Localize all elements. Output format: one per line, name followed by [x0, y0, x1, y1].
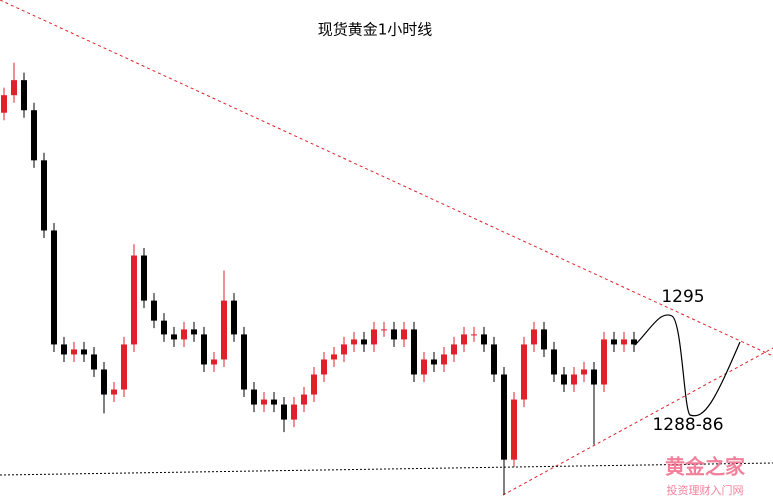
- candle-body: [561, 374, 567, 385]
- candle-body: [381, 329, 387, 331]
- candle-body: [341, 344, 347, 355]
- candle-body: [201, 334, 207, 365]
- candle-body: [211, 359, 217, 365]
- candle-body: [101, 369, 107, 395]
- candle-body: [281, 404, 287, 420]
- candle-body: [61, 344, 67, 355]
- annotation: 1288-86: [652, 415, 723, 435]
- candle-body: [291, 404, 297, 420]
- candle-body: [41, 160, 47, 231]
- candle-body: [141, 255, 147, 301]
- candle-body: [411, 329, 417, 375]
- candle-body: [251, 389, 257, 405]
- candle-body: [121, 344, 127, 390]
- candle-body: [351, 339, 357, 345]
- candle-body: [151, 300, 157, 321]
- candle-body: [321, 359, 327, 375]
- candle-body: [131, 255, 137, 345]
- candle-body: [621, 339, 627, 345]
- candle-body: [21, 80, 27, 111]
- candle-body: [241, 334, 247, 390]
- candle-body: [111, 389, 117, 395]
- candle-body: [181, 329, 187, 340]
- candle-body: [371, 329, 377, 345]
- candle-body: [91, 354, 97, 370]
- candle-body: [501, 374, 507, 460]
- candle-body: [231, 300, 237, 335]
- candle-body: [491, 344, 497, 375]
- candle-body: [611, 339, 617, 345]
- candles: [1, 62, 637, 495]
- candle-body: [1, 95, 7, 113]
- resistance-line: [0, 0, 773, 357]
- candle-body: [471, 334, 477, 336]
- candle-body: [31, 110, 37, 161]
- candle-body: [461, 334, 467, 345]
- candle-body: [51, 230, 57, 345]
- candle-body: [451, 344, 457, 355]
- candle-body: [551, 349, 557, 375]
- candle-body: [71, 349, 77, 355]
- bottom-line: [0, 462, 773, 476]
- candle-body: [631, 339, 637, 345]
- candle-body: [301, 394, 307, 405]
- chart-title: 现货黄金1小时线: [318, 21, 433, 39]
- annotation: 1295: [661, 287, 704, 307]
- candle-body: [331, 354, 337, 360]
- candle-body: [171, 334, 177, 340]
- projection-path: [634, 314, 741, 417]
- candle-body: [421, 359, 427, 375]
- candle-body: [591, 369, 597, 385]
- candle-body: [401, 329, 407, 340]
- candle-body: [521, 344, 527, 400]
- candle-body: [81, 349, 87, 355]
- candle-body: [361, 339, 367, 345]
- candle-body: [191, 329, 197, 335]
- candle-body: [511, 399, 517, 460]
- watermark-subtitle: 投资理财入门网: [667, 483, 744, 497]
- watermark-title: 黄金之家: [665, 455, 746, 479]
- candle-body: [581, 369, 587, 375]
- candle-body: [601, 339, 607, 385]
- candle-body: [221, 300, 227, 360]
- candle-body: [481, 334, 487, 345]
- candle-body: [431, 359, 437, 365]
- candle-body: [311, 374, 317, 395]
- candle-body: [541, 329, 547, 350]
- candle-body: [531, 329, 537, 345]
- candle-body: [261, 399, 267, 405]
- candle-body: [391, 329, 397, 340]
- candle-body: [161, 320, 167, 335]
- candle-body: [441, 354, 447, 365]
- candle-body: [271, 399, 277, 405]
- candle-body: [11, 80, 17, 96]
- candle-body: [571, 374, 577, 385]
